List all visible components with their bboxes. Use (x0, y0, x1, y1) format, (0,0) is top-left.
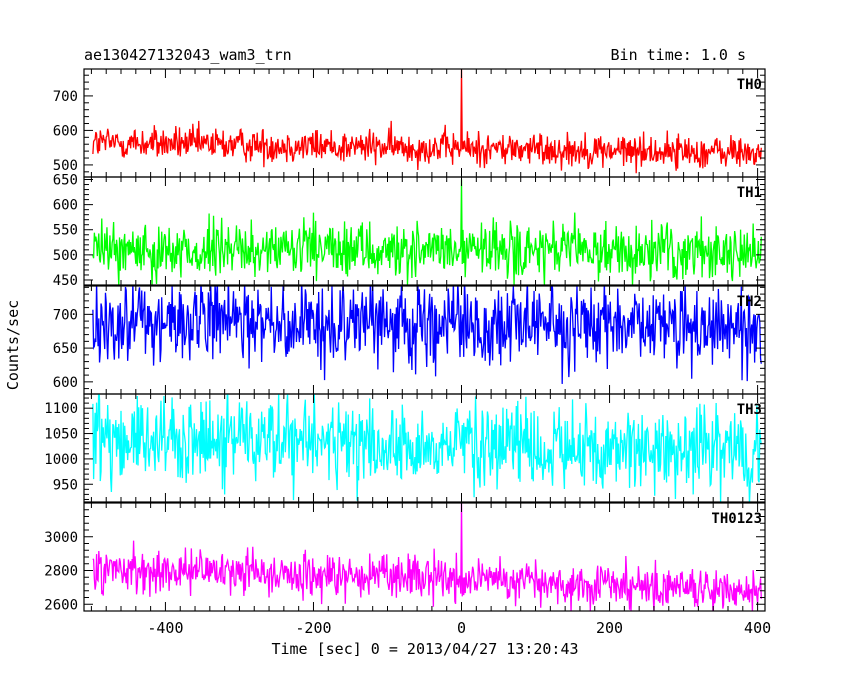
series-line-th0 (92, 69, 762, 174)
panel-th0: TH0 500 600 700 (53, 68, 766, 178)
chart-title-right: Bin time: 1.0 s (611, 46, 746, 64)
series-line-th0123 (92, 503, 762, 611)
y-tick-label: 600 (53, 198, 78, 214)
y-axis-label: Counts/sec (4, 300, 22, 390)
series-line-th3 (92, 394, 762, 502)
x-tick-label: -200 (295, 619, 331, 637)
x-tick-label: 200 (596, 619, 623, 637)
panel-th2: TH2 600 650 700 (53, 285, 766, 395)
panel-th3: TH3 950 1000 1050 1100 (44, 393, 766, 503)
panels-group: TH0 500 600 700 TH1 450 500 550 600 650 TH2 600 650 7… (44, 68, 771, 637)
y-tick-label: 1050 (44, 427, 78, 443)
panel-label: TH0123 (711, 511, 762, 527)
y-tick-label: 950 (53, 477, 78, 493)
y-tick-label: 2600 (44, 597, 78, 613)
x-axis-label: Time [sec] 0 = 2013/04/27 13:20:43 (271, 640, 578, 658)
x-tick-label: 400 (744, 619, 771, 637)
panel-label: TH0 (737, 77, 762, 93)
y-tick-label: 650 (53, 341, 78, 357)
y-tick-label: 700 (53, 307, 78, 323)
panel-th1: TH1 450 500 550 600 650 (53, 173, 766, 289)
y-tick-label: 550 (53, 223, 78, 239)
chart-title-left: ae130427132043_wam3_trn (84, 46, 292, 64)
panel-frame (83, 393, 766, 503)
x-tick-label: -400 (147, 619, 183, 637)
y-tick-label: 1000 (44, 452, 78, 468)
series-line-th2 (92, 286, 762, 384)
series-line-th1 (92, 179, 762, 285)
panel-frame (83, 176, 766, 286)
panel-th0123: TH0123 2600 2800 3000 (44, 502, 766, 613)
y-tick-label: 450 (53, 273, 78, 289)
y-tick-label: 600 (53, 375, 78, 391)
y-tick-label: 700 (53, 89, 78, 105)
x-tick-label: 0 (457, 619, 466, 637)
y-tick-label: 500 (53, 158, 78, 174)
panel-label: TH2 (737, 294, 762, 310)
y-tick-label: 600 (53, 123, 78, 139)
y-tick-label: 2800 (44, 564, 78, 580)
y-tick-label: 500 (53, 248, 78, 264)
panel-label: TH3 (737, 402, 762, 418)
y-tick-label: 650 (53, 173, 78, 189)
panel-label: TH1 (737, 185, 762, 201)
y-tick-label: 3000 (44, 530, 78, 546)
y-tick-label: 1100 (44, 401, 78, 417)
